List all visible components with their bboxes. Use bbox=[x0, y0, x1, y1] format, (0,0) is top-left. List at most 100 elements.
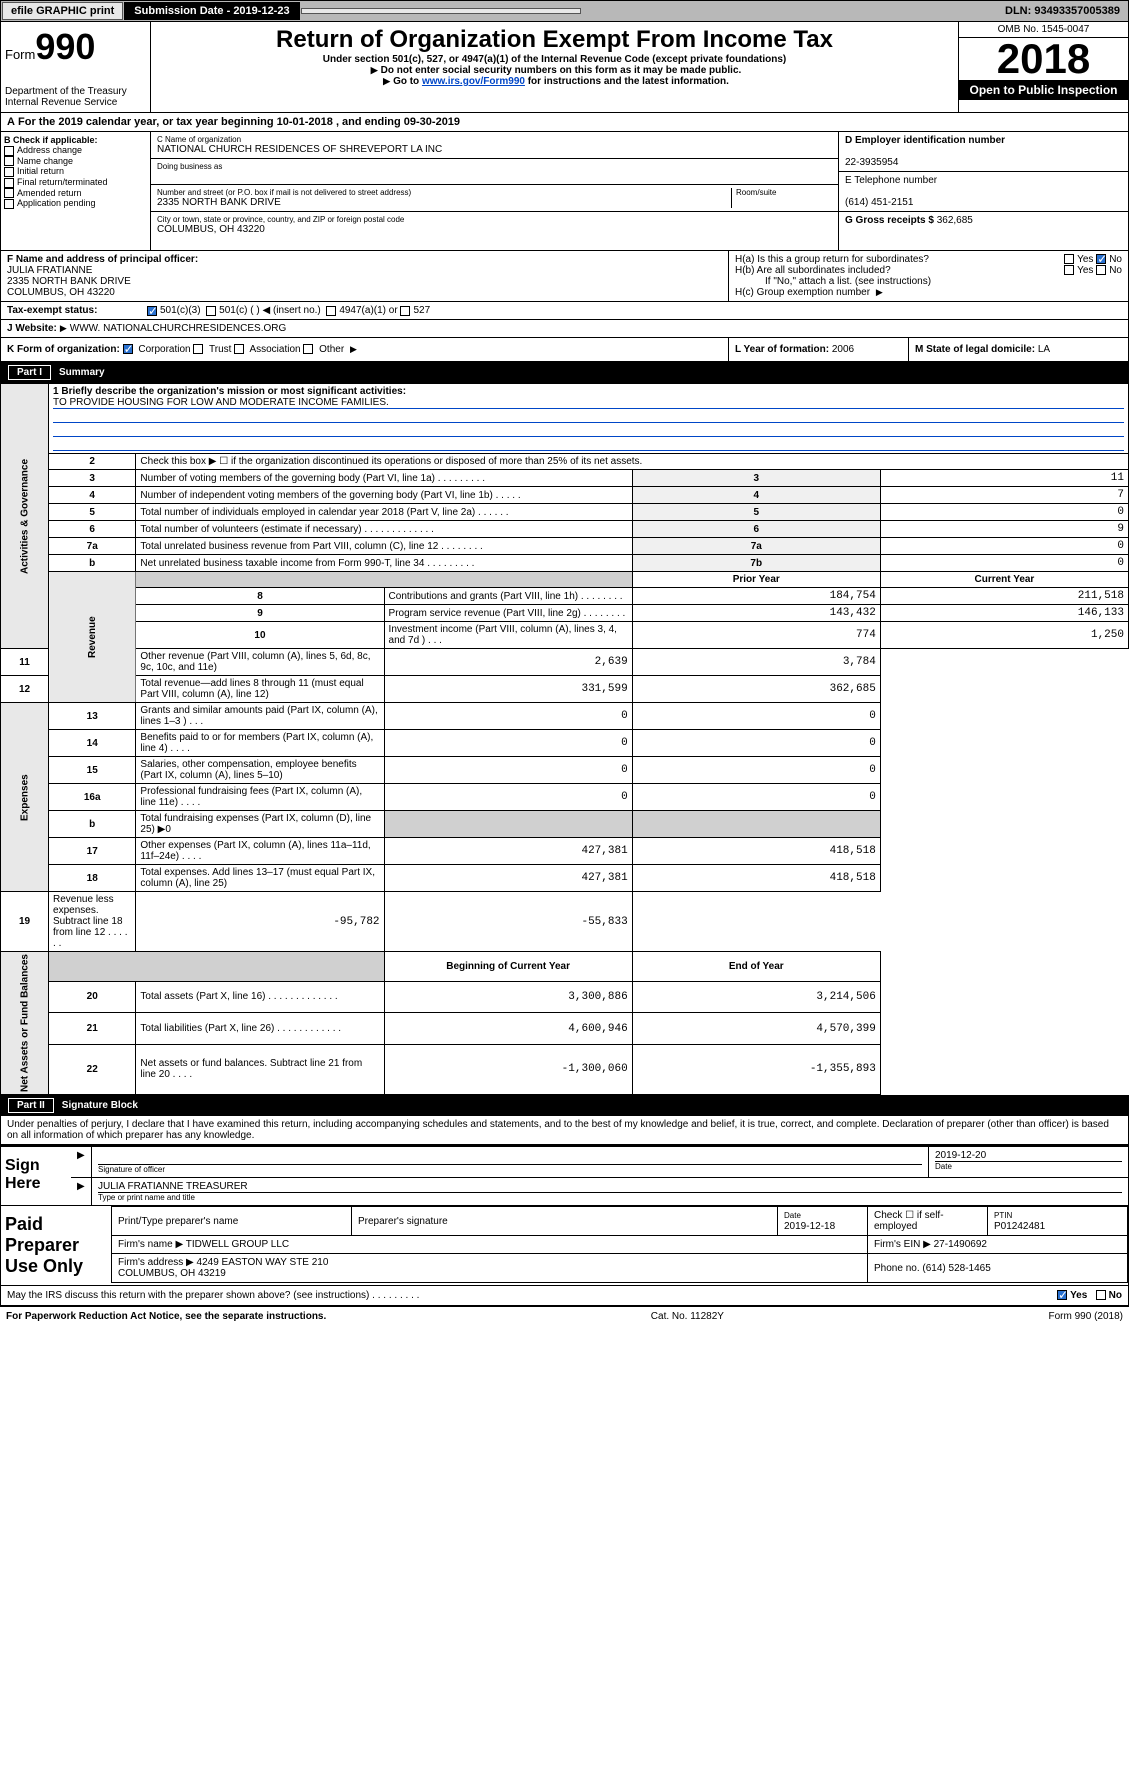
sig-date-label: Date bbox=[935, 1161, 1122, 1171]
website-value: WWW. NATIONALCHURCHRESIDENCES.ORG bbox=[70, 323, 287, 334]
side-expenses: Expenses bbox=[1, 703, 49, 892]
chk-name[interactable]: Name change bbox=[17, 156, 73, 166]
hb-note: If "No," attach a list. (see instruction… bbox=[735, 276, 931, 287]
k-trust[interactable]: Trust bbox=[209, 344, 231, 355]
k-assoc[interactable]: Association bbox=[249, 344, 300, 355]
part-ii-title: Signature Block bbox=[62, 1100, 138, 1111]
officer-addr2: COLUMBUS, OH 43220 bbox=[7, 287, 115, 298]
phone-value: (614) 451-2151 bbox=[845, 197, 913, 208]
city-value: COLUMBUS, OH 43220 bbox=[157, 224, 832, 235]
hdr-current-year: Current Year bbox=[880, 572, 1128, 588]
dept-text: Department of the Treasury Internal Reve… bbox=[5, 86, 146, 108]
footer: For Paperwork Reduction Act Notice, see … bbox=[0, 1306, 1129, 1326]
sig-date: 2019-12-20 bbox=[935, 1150, 1122, 1161]
k-other[interactable]: Other bbox=[319, 344, 344, 355]
row-fh: F Name and address of principal officer:… bbox=[0, 251, 1129, 302]
addr-label: Number and street (or P.O. box if mail i… bbox=[157, 188, 731, 197]
sig-name: JULIA FRATIANNE TREASURER bbox=[98, 1181, 1122, 1192]
city-label: City or town, state or province, country… bbox=[157, 215, 832, 224]
l-value: 2006 bbox=[832, 344, 854, 355]
b-label: B Check if applicable: bbox=[4, 135, 98, 145]
goto-pre: Go to bbox=[393, 76, 422, 87]
mission-q: 1 Briefly describe the organization's mi… bbox=[53, 386, 406, 397]
prep-h2: Date bbox=[784, 1211, 801, 1220]
chk-address[interactable]: Address change bbox=[17, 145, 82, 155]
opt-527[interactable]: 527 bbox=[413, 305, 430, 316]
hc-label: H(c) Group exemption number bbox=[735, 287, 870, 298]
side-revenue: Revenue bbox=[49, 572, 136, 703]
officer-name: JULIA FRATIANNE bbox=[7, 265, 92, 276]
firm-name: TIDWELL GROUP LLC bbox=[186, 1239, 289, 1250]
k-corp[interactable]: Corporation bbox=[138, 344, 190, 355]
form-subtitle: Under section 501(c), 527, or 4947(a)(1)… bbox=[155, 54, 954, 65]
summary-table: Activities & Governance 1 Briefly descri… bbox=[0, 383, 1129, 1095]
form-header: Form990 Department of the Treasury Inter… bbox=[0, 22, 1129, 113]
submission-date: Submission Date - 2019-12-23 bbox=[124, 2, 299, 20]
mission-a: TO PROVIDE HOUSING FOR LOW AND MODERATE … bbox=[53, 397, 1124, 409]
discuss-yes[interactable]: Yes bbox=[1070, 1290, 1087, 1301]
part-ii-header: Part II Signature Block bbox=[0, 1095, 1129, 1116]
ein-label2: Firm's EIN ▶ bbox=[874, 1239, 931, 1250]
chk-initial[interactable]: Initial return bbox=[17, 166, 64, 176]
firm-phone: (614) 528-1465 bbox=[922, 1263, 990, 1274]
form-title: Return of Organization Exempt From Incom… bbox=[155, 26, 954, 54]
sig-label: Signature of officer bbox=[98, 1164, 922, 1174]
ha-label: H(a) Is this a group return for subordin… bbox=[735, 254, 929, 265]
hdr-prior-year: Prior Year bbox=[632, 572, 880, 588]
chk-pending[interactable]: Application pending bbox=[17, 198, 96, 208]
ha-yes[interactable]: Yes bbox=[1077, 254, 1093, 265]
entity-block: B Check if applicable: Address change Na… bbox=[0, 132, 1129, 251]
org-name: NATIONAL CHURCH RESIDENCES OF SHREVEPORT… bbox=[157, 144, 832, 155]
chk-amended[interactable]: Amended return bbox=[17, 188, 82, 198]
form-label: Form990 bbox=[5, 26, 146, 68]
hb-label: H(b) Are all subordinates included? bbox=[735, 265, 891, 276]
opt-4947[interactable]: 4947(a)(1) or bbox=[339, 305, 397, 316]
sign-block: Sign Here ▶ Signature of officer 2019-12… bbox=[0, 1145, 1129, 1206]
k-label: K Form of organization: bbox=[7, 344, 120, 355]
row-j: J Website: WWW. NATIONALCHURCHRESIDENCES… bbox=[0, 320, 1129, 338]
part-i-no: Part I bbox=[8, 365, 51, 380]
tax-status-label: Tax-exempt status: bbox=[7, 305, 147, 316]
hb-no[interactable]: No bbox=[1109, 265, 1122, 276]
row-i: Tax-exempt status: 501(c)(3) 501(c) ( ) … bbox=[0, 302, 1129, 320]
irs-link[interactable]: www.irs.gov/Form990 bbox=[422, 76, 525, 87]
officer-label: F Name and address of principal officer: bbox=[7, 254, 198, 265]
paid-title: Paid Preparer Use Only bbox=[1, 1206, 111, 1285]
prep-selfemp[interactable]: Check ☐ if self-employed bbox=[868, 1207, 988, 1236]
part-ii-no: Part II bbox=[8, 1098, 54, 1113]
hb-yes[interactable]: Yes bbox=[1077, 265, 1093, 276]
prep-h1: Preparer's signature bbox=[352, 1207, 778, 1236]
chk-final[interactable]: Final return/terminated bbox=[17, 177, 108, 187]
prep-ptin: P01242481 bbox=[994, 1221, 1045, 1232]
ein-value: 22-3935954 bbox=[845, 157, 898, 168]
part-i-title: Summary bbox=[59, 367, 105, 378]
website-label: Website: bbox=[15, 323, 57, 334]
part-i-header: Part I Summary bbox=[0, 362, 1129, 383]
hdr-end-year: End of Year bbox=[632, 952, 880, 982]
gross-value: 362,685 bbox=[937, 215, 973, 226]
dba-label: Doing business as bbox=[157, 162, 832, 171]
tax-year: 2018 bbox=[959, 38, 1128, 80]
sign-here: Sign Here bbox=[1, 1147, 71, 1205]
col-c-org: C Name of organization NATIONAL CHURCH R… bbox=[151, 132, 838, 250]
addr-value: 2335 NORTH BANK DRIVE bbox=[157, 197, 731, 208]
form-word: Form bbox=[5, 47, 35, 62]
opt-501c3[interactable]: 501(c)(3) bbox=[160, 305, 201, 316]
prep-ptin-label: PTIN bbox=[994, 1211, 1012, 1220]
side-net: Net Assets or Fund Balances bbox=[1, 952, 49, 1095]
gross-label: G Gross receipts $ bbox=[845, 215, 934, 226]
blank-button bbox=[301, 8, 581, 14]
opt-501c[interactable]: 501(c) ( ) ◀ (insert no.) bbox=[219, 305, 321, 316]
firm-addr-label: Firm's address ▶ bbox=[118, 1257, 194, 1268]
discuss-no[interactable]: No bbox=[1109, 1290, 1122, 1301]
col-b-checkboxes: B Check if applicable: Address change Na… bbox=[1, 132, 151, 250]
period-text: For the 2019 calendar year, or tax year … bbox=[18, 116, 460, 128]
ha-no[interactable]: No bbox=[1109, 254, 1122, 265]
discuss-row: May the IRS discuss this return with the… bbox=[0, 1286, 1129, 1306]
row-a-period: A For the 2019 calendar year, or tax yea… bbox=[0, 113, 1129, 132]
sig-name-label: Type or print name and title bbox=[98, 1192, 1122, 1202]
l-label: L Year of formation: bbox=[735, 344, 829, 355]
efile-button[interactable]: efile GRAPHIC print bbox=[2, 2, 123, 20]
org-name-label: C Name of organization bbox=[157, 135, 832, 144]
m-value: LA bbox=[1038, 344, 1050, 355]
